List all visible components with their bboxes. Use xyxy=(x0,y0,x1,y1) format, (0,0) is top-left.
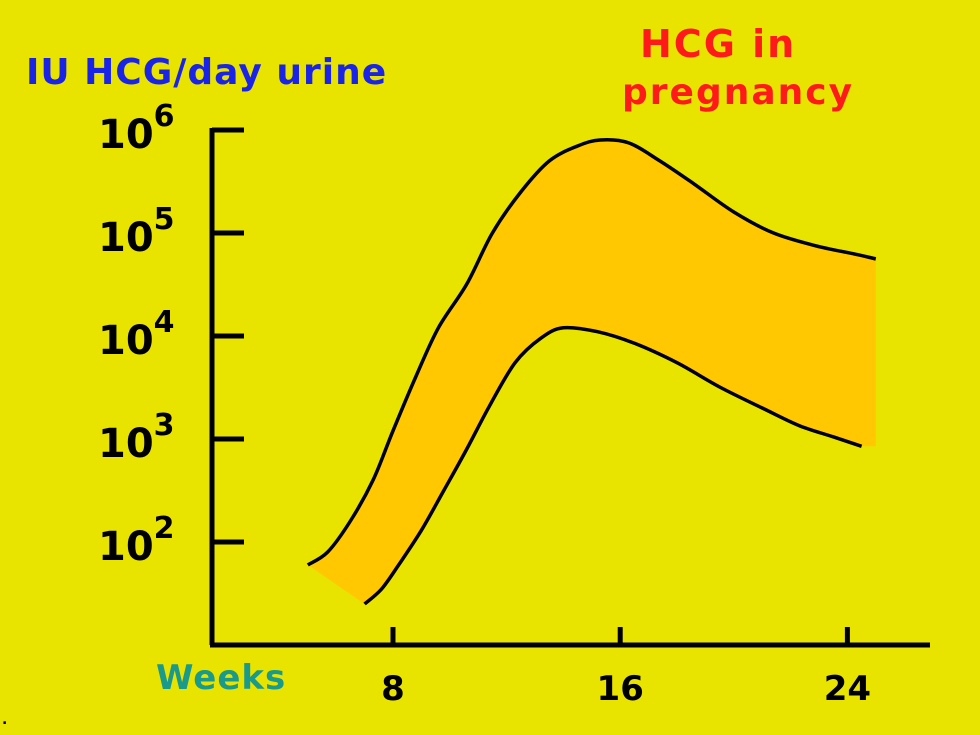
x-axis-label: Weeks xyxy=(156,658,287,698)
y-tick-label: 103 xyxy=(98,408,175,467)
chart-title: HCG in xyxy=(640,22,797,66)
x-tick-label: 24 xyxy=(824,669,871,709)
upper-bound-line xyxy=(306,138,877,567)
y-tick-label: 106 xyxy=(98,99,175,158)
x-tick-label: 16 xyxy=(597,669,644,709)
lower-bound-line xyxy=(363,325,863,606)
y-ticks: 102 103 104 105 106 xyxy=(98,99,244,570)
x-tick-label: 8 xyxy=(381,669,405,709)
hcg-range-band xyxy=(307,139,876,604)
y-axis-label: IU HCG/day urine xyxy=(26,52,388,93)
x-ticks: 8 16 24 xyxy=(381,627,871,709)
y-tick-label: 105 xyxy=(98,202,175,261)
y-tick-label: 104 xyxy=(98,305,175,364)
corner-mark: . xyxy=(2,712,8,728)
chart-subtitle: pregnancy xyxy=(622,72,855,113)
y-tick-label: 102 xyxy=(98,511,175,570)
